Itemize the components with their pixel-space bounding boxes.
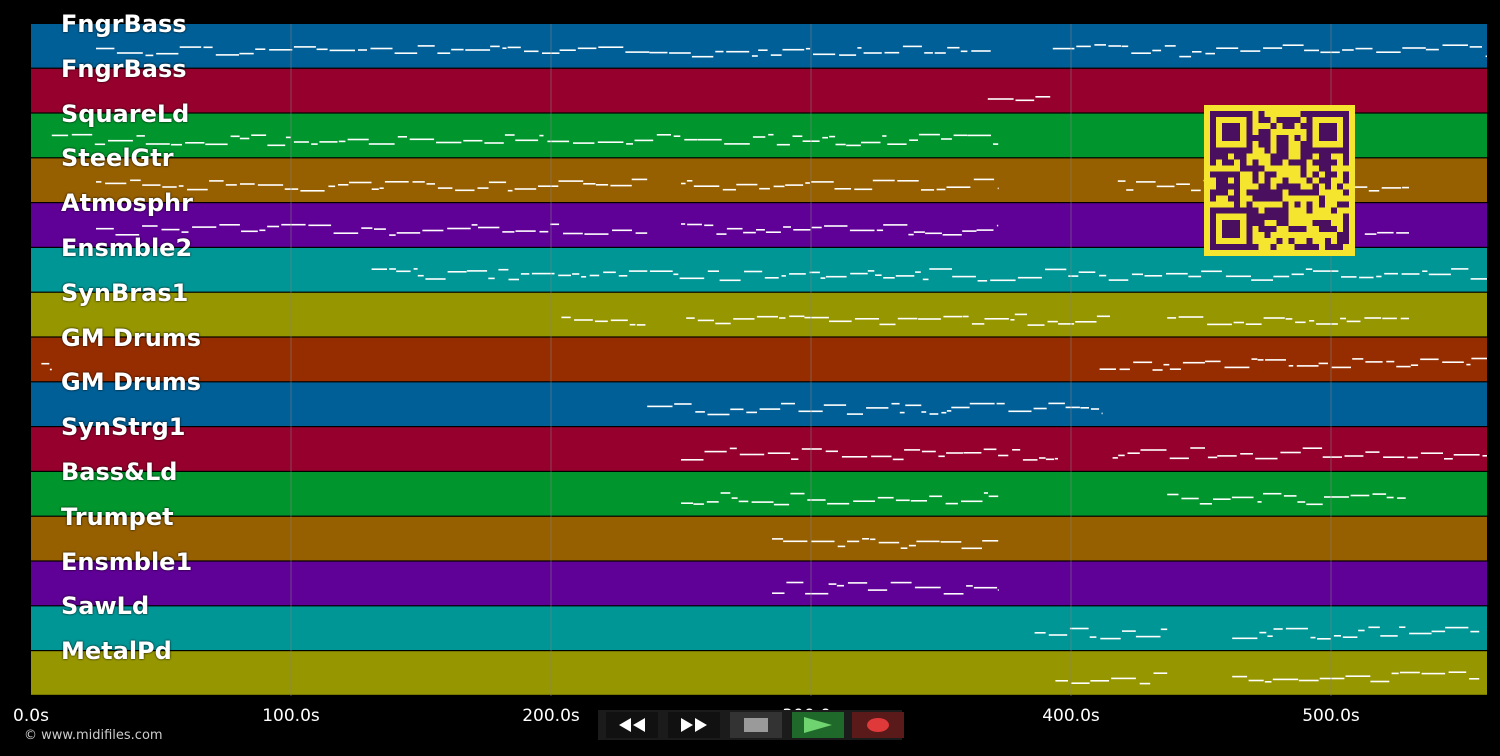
track-lane	[31, 337, 1487, 382]
note-segment	[681, 223, 999, 236]
stop-icon	[744, 718, 768, 732]
track-name: Atmosphr	[61, 189, 193, 218]
note-segment	[1232, 626, 1480, 640]
time-tick-label: 200.0s	[522, 706, 580, 726]
track-name: Ensmble1	[61, 547, 193, 576]
track-lane	[31, 516, 1487, 561]
note-segment	[371, 268, 1487, 282]
time-tick-label: 100.0s	[262, 706, 320, 726]
note-segment	[772, 538, 999, 550]
note-segment	[647, 402, 1103, 416]
fast-forward-button[interactable]	[668, 712, 720, 738]
note-segment	[1112, 447, 1487, 460]
track-name: SynBras1	[61, 278, 189, 307]
note-segment	[1055, 672, 1168, 685]
record-button[interactable]	[852, 712, 904, 738]
track-lane	[31, 24, 1487, 68]
note-segment	[772, 581, 999, 595]
track-lane	[31, 651, 1487, 695]
note-segment	[1034, 627, 1168, 640]
rewind-icon	[619, 718, 645, 732]
note-segment	[1167, 316, 1409, 326]
copyright-text: © www.midifiles.com	[24, 728, 163, 743]
note-segment	[41, 362, 52, 371]
time-tick-label: 0.0s	[13, 706, 49, 726]
track-lane	[31, 427, 1487, 471]
track-name: GM Drums	[61, 323, 202, 352]
track-name: Ensmble2	[61, 234, 193, 262]
note-segment	[987, 96, 1051, 102]
note-segment	[1052, 44, 1487, 58]
note-segment	[681, 447, 1058, 461]
note-segment	[561, 316, 646, 326]
track-name: FngrBass	[61, 54, 187, 83]
fast-forward-icon	[681, 718, 707, 732]
rewind-button[interactable]	[606, 712, 658, 738]
note-segment	[1099, 357, 1487, 371]
time-tick-label: 500.0s	[1302, 706, 1360, 726]
track-lane	[31, 292, 1487, 337]
track-name: SquareLd	[61, 99, 190, 128]
track-name: Trumpet	[61, 502, 174, 531]
note-segment	[1167, 492, 1406, 506]
track-name: SteelGtr	[61, 144, 174, 173]
track-name: GM Drums	[61, 368, 202, 397]
record-icon	[867, 718, 889, 732]
note-segment	[1117, 180, 1134, 191]
track-name: FngrBass	[61, 10, 187, 38]
note-segment	[96, 223, 648, 236]
note-segment	[51, 133, 999, 147]
note-segment	[1232, 671, 1480, 683]
track-lane	[31, 382, 1487, 426]
transport-controls	[598, 710, 904, 740]
play-button[interactable]	[792, 712, 844, 738]
play-icon	[804, 717, 832, 733]
note-segment	[1364, 231, 1409, 235]
time-tick-label: 400.0s	[1042, 706, 1100, 726]
stop-button[interactable]	[730, 712, 782, 738]
track-lane	[31, 472, 1487, 516]
note-segment	[681, 178, 999, 191]
track-name: SawLd	[61, 592, 150, 621]
note-segment	[686, 313, 1110, 326]
track-name: Bass&Ld	[61, 458, 178, 486]
qr-code	[1204, 105, 1355, 256]
track-name: MetalPd	[61, 637, 172, 666]
track-name: SynStrg1	[61, 413, 186, 442]
note-segment	[681, 492, 999, 506]
track-lane	[31, 606, 1487, 650]
track-lane	[31, 561, 1487, 606]
